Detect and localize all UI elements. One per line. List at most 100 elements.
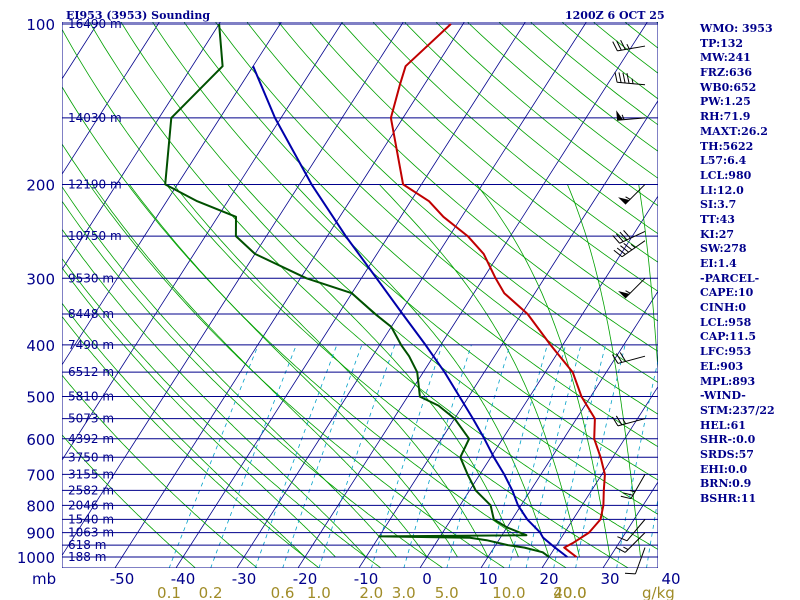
- temperature-tick-label: 20: [539, 570, 558, 588]
- mixing-ratio-line: [254, 344, 338, 568]
- temperature-tick-label: -50: [110, 570, 135, 588]
- wind-barb: [616, 110, 646, 121]
- indices-panel: WMO: 3953 TP:132 MW:241 FRZ:636 WB0:652 PW:1.…: [700, 22, 800, 507]
- isotherm-line: [541, 385, 658, 568]
- height-label: 16490 m: [68, 17, 122, 31]
- mixing-ratio-line: [525, 344, 582, 568]
- wind-barb: [612, 39, 646, 52]
- mixing-ratio-tick-label: 0.2: [199, 584, 223, 600]
- index-line: CINH:0: [700, 301, 747, 315]
- pressure-tick-label: 500: [26, 389, 55, 407]
- index-line: -WIND-: [700, 389, 746, 403]
- height-label: 3155 m: [68, 467, 114, 481]
- isotherm-line: [297, 22, 648, 568]
- index-line: TH:5622: [700, 139, 754, 153]
- height-label: 7490 m: [68, 338, 114, 352]
- height-label: 5810 m: [68, 390, 114, 404]
- station-title: EI953 (3953) Sounding: [66, 9, 211, 22]
- index-line: SW:278: [700, 242, 747, 256]
- isotherm-line: [62, 22, 282, 366]
- wind-barb: [617, 519, 646, 542]
- mixing-ratio-line: [210, 344, 297, 568]
- height-label: 2582 m: [68, 483, 114, 497]
- index-line: PW:1.25: [700, 95, 751, 109]
- temperature-tick-label: -30: [232, 570, 257, 588]
- temperature-tick-label: 10: [478, 570, 497, 588]
- dry-adiabat: [62, 143, 506, 568]
- height-label: 9530 m: [68, 271, 114, 285]
- wind-barb: [618, 184, 646, 205]
- mixing-ratio-tick-label: 0.1: [157, 584, 181, 600]
- mixing-ratio-tick-label: 40.0: [553, 584, 586, 600]
- index-line: BRN:0.9: [700, 477, 752, 491]
- wind-barb: [612, 415, 646, 427]
- height-label: 1540 m: [68, 512, 114, 526]
- height-label: 3750 m: [68, 450, 114, 464]
- dry-adiabat: [277, 22, 658, 352]
- index-line: LFC:953: [700, 345, 752, 359]
- index-line: HEL:61: [700, 418, 746, 432]
- index-line: CAP:11.5: [700, 330, 757, 344]
- mixing-ratio-tick-label: 3.0: [392, 584, 416, 600]
- mixing-ratio-line: [508, 344, 567, 568]
- height-label: 8448 m: [68, 307, 114, 321]
- dry-adiabat: [62, 434, 197, 568]
- isotherm-line: [62, 22, 404, 557]
- mixing-ratio-line: [282, 344, 363, 568]
- index-line: L57:6.4: [700, 154, 747, 168]
- index-line: MW:241: [700, 51, 751, 65]
- pressure-unit: mb: [32, 570, 56, 588]
- valid-time: 1200Z 6 OCT 25: [565, 9, 665, 22]
- height-label: 618 m: [68, 538, 106, 552]
- index-line: EHI:0.0: [700, 462, 748, 476]
- dry-adiabat: [62, 257, 382, 568]
- mixing-ratio-unit: g/kg: [642, 584, 675, 600]
- index-line: SI:3.7: [700, 198, 737, 212]
- dry-adiabat: [62, 28, 630, 568]
- height-label: 14030 m: [68, 111, 122, 125]
- height-label: 4392 m: [68, 432, 114, 446]
- temperature-tick-label: 0: [422, 570, 432, 588]
- dry-adiabat: [340, 22, 658, 292]
- dry-adiabat: [152, 22, 658, 481]
- dry-adiabat: [246, 22, 658, 383]
- index-line: BSHR:11: [700, 492, 757, 505]
- pressure-tick-label: 900: [26, 525, 55, 543]
- index-line: MPL:893: [700, 374, 756, 388]
- temperature-tick-label: 40: [661, 570, 680, 588]
- isotherm-line: [62, 22, 160, 175]
- isotherm-line: [114, 22, 465, 568]
- mixing-ratio-line: [553, 344, 606, 568]
- isotherm-line: [358, 100, 658, 568]
- index-line: LCL:980: [700, 168, 752, 182]
- isotherm-line: [175, 22, 526, 568]
- wind-barb: [620, 474, 646, 500]
- height-label: 12190 m: [68, 177, 122, 191]
- temperature-tick-label: 30: [600, 570, 619, 588]
- dry-adiabat: [214, 22, 658, 415]
- pressure-tick-label: 300: [26, 270, 55, 288]
- index-line: WB0:652: [700, 80, 757, 94]
- index-line: KI:27: [700, 227, 735, 241]
- isotherm-line: [62, 22, 343, 461]
- index-line: TT:43: [700, 212, 735, 226]
- dry-adiabat: [62, 200, 444, 568]
- mixing-ratio-line: [446, 344, 511, 568]
- index-line: MAXT:26.2: [700, 124, 768, 138]
- mixing-ratio-line: [403, 344, 472, 568]
- wind-barb: [615, 532, 646, 553]
- mixing-ratio-line: [616, 358, 658, 568]
- pressure-tick-label: 200: [26, 176, 55, 194]
- temperature-profile: [389, 23, 606, 558]
- index-line: SHR-:0.0: [700, 433, 756, 447]
- height-label: 2046 m: [68, 498, 114, 512]
- height-label: 5073 m: [68, 412, 114, 426]
- dry-adiabat: [62, 315, 320, 568]
- index-line: EI:1.4: [700, 257, 737, 270]
- isotherm-line: [236, 22, 587, 568]
- isotherm-line: [419, 195, 658, 568]
- mixing-ratio-line: [168, 344, 259, 568]
- parcel-profile: [252, 65, 568, 558]
- index-line: LCL:958: [700, 315, 752, 329]
- pressure-tick-label: 100: [26, 16, 55, 34]
